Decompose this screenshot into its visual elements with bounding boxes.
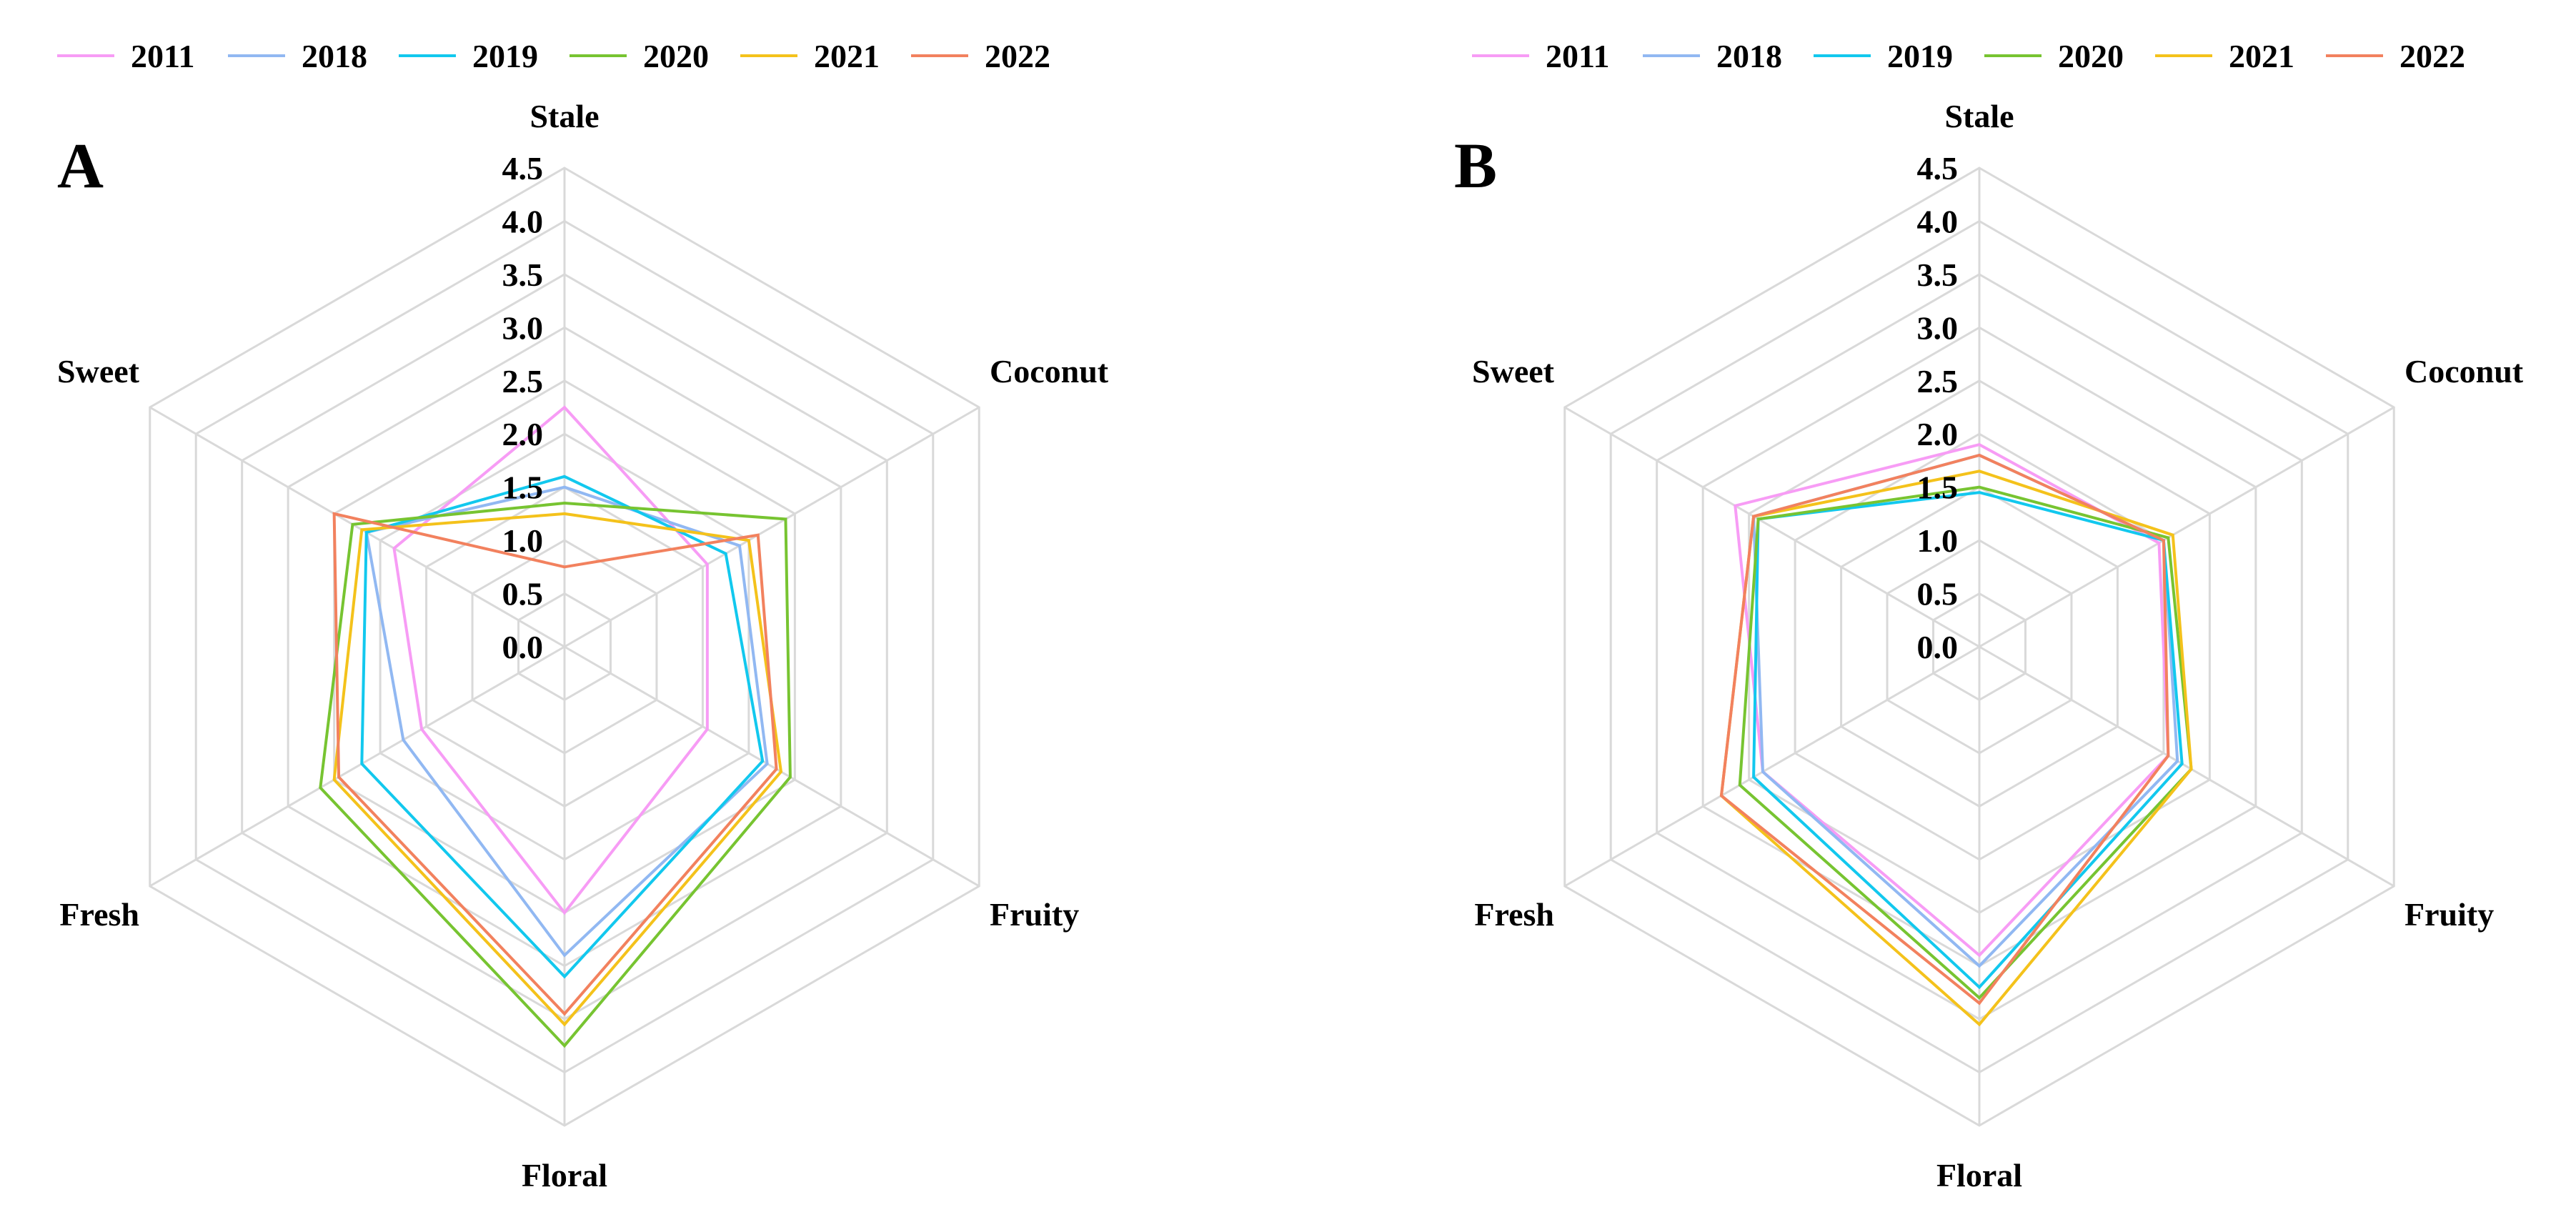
tick-label: 2.5 <box>502 363 544 399</box>
legend-label-2021: 2021 <box>2229 38 2294 74</box>
axis-label-coconut: Coconut <box>2405 353 2524 389</box>
legend-label-2018: 2018 <box>302 38 367 74</box>
legend-label-2019: 2019 <box>472 38 538 74</box>
legend-label-2011: 2011 <box>131 38 194 74</box>
radar-panel-a: 2011 2018 2019 2020 2021 2022 A 0.0 0.5 1.0 1.5 2.0… <box>57 38 1109 1193</box>
tick-label: 2.0 <box>502 416 544 452</box>
series-line-2011 <box>392 405 709 915</box>
tick-label: 3.0 <box>1917 309 1959 346</box>
axis-spoke <box>1979 406 2395 648</box>
axis-label-sweet: Sweet <box>57 353 140 389</box>
axis-label-fresh: Fresh <box>59 896 139 933</box>
tick-label: 2.5 <box>1917 363 1959 399</box>
legend-label-2018: 2018 <box>1716 38 1782 74</box>
axis-spoke <box>564 406 980 648</box>
axis-label-floral: Floral <box>522 1157 607 1193</box>
tick-label: 3.5 <box>1917 257 1959 293</box>
tick-label: 0.0 <box>1917 629 1959 665</box>
panel-letter: B <box>1454 131 1497 202</box>
axis-spoke <box>1564 406 1980 648</box>
series-line-2019 <box>360 475 765 979</box>
tick-label: 3.5 <box>502 257 544 293</box>
axis-label-coconut: Coconut <box>990 353 1109 389</box>
series-line-2020 <box>1738 485 2193 1000</box>
series-line-2022 <box>1719 453 2170 1005</box>
axis-label-stale: Stale <box>1944 98 2014 134</box>
tick-label: 4.5 <box>1917 150 1959 187</box>
series-line-2022 <box>332 512 778 1016</box>
axis-label-floral: Floral <box>1936 1157 2022 1193</box>
tick-label: 1.0 <box>1917 522 1959 559</box>
legend-label-2022: 2022 <box>2400 38 2465 74</box>
tick-label: 0.5 <box>502 576 544 612</box>
legend-label-2021: 2021 <box>814 38 880 74</box>
axis-spoke <box>564 645 980 888</box>
tick-label: 4.0 <box>1917 203 1959 239</box>
tick-label: 2.0 <box>1917 416 1959 452</box>
axis-spoke <box>1564 645 1980 888</box>
axis-label-sweet: Sweet <box>1472 353 1555 389</box>
axis-label-stale: Stale <box>529 98 599 134</box>
tick-label: 4.5 <box>502 150 544 187</box>
legend-label-2019: 2019 <box>1887 38 1953 74</box>
series-line-2011 <box>1734 442 2170 958</box>
axis-label-fresh: Fresh <box>1474 896 1554 933</box>
axis-spoke <box>149 406 565 648</box>
tick-label: 1.0 <box>502 522 544 559</box>
tick-label: 1.5 <box>1917 470 1959 506</box>
axis-spoke <box>149 645 565 888</box>
legend-label-2020: 2020 <box>2058 38 2124 74</box>
tick-label: 1.5 <box>502 470 544 506</box>
tick-label: 0.5 <box>1917 576 1959 612</box>
tick-label: 4.0 <box>502 203 544 239</box>
series-line-2021 <box>332 512 783 1027</box>
panel-letter: A <box>57 131 104 202</box>
series-line-2020 <box>319 501 792 1048</box>
axis-label-fruity: Fruity <box>990 896 1079 933</box>
tick-label: 0.0 <box>502 629 544 665</box>
axis-label-fruity: Fruity <box>2405 896 2494 933</box>
legend-label-2011: 2011 <box>1546 38 1609 74</box>
legend-label-2020: 2020 <box>643 38 709 74</box>
legend-label-2022: 2022 <box>985 38 1050 74</box>
radar-panel-b: 2011 2018 2019 2020 2021 2022 B 0.0 0.5 1.0 1.5 2.0… <box>1454 38 2524 1193</box>
axis-spoke <box>1979 645 2395 888</box>
tick-label: 3.0 <box>502 309 544 346</box>
